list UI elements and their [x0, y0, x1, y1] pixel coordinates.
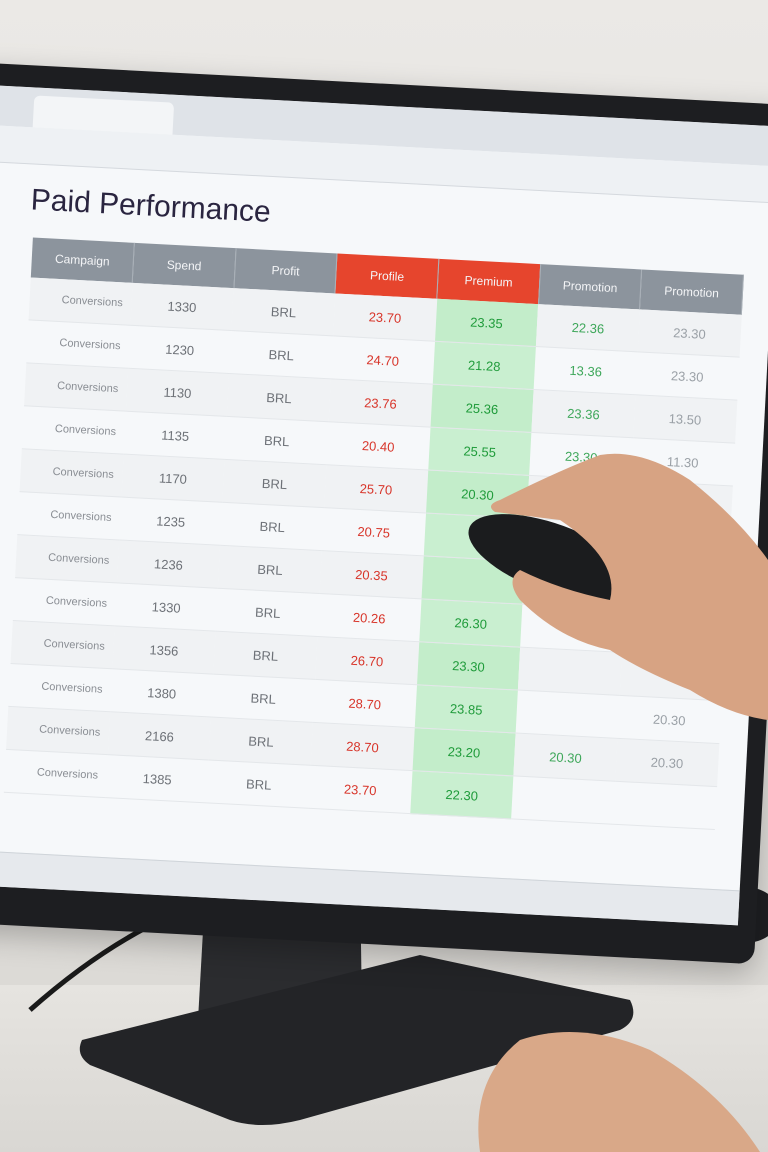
- other-hand: [478, 1032, 760, 1152]
- hand: [491, 453, 768, 720]
- stand-base: [79, 955, 634, 1125]
- mouse[interactable]: [458, 496, 647, 620]
